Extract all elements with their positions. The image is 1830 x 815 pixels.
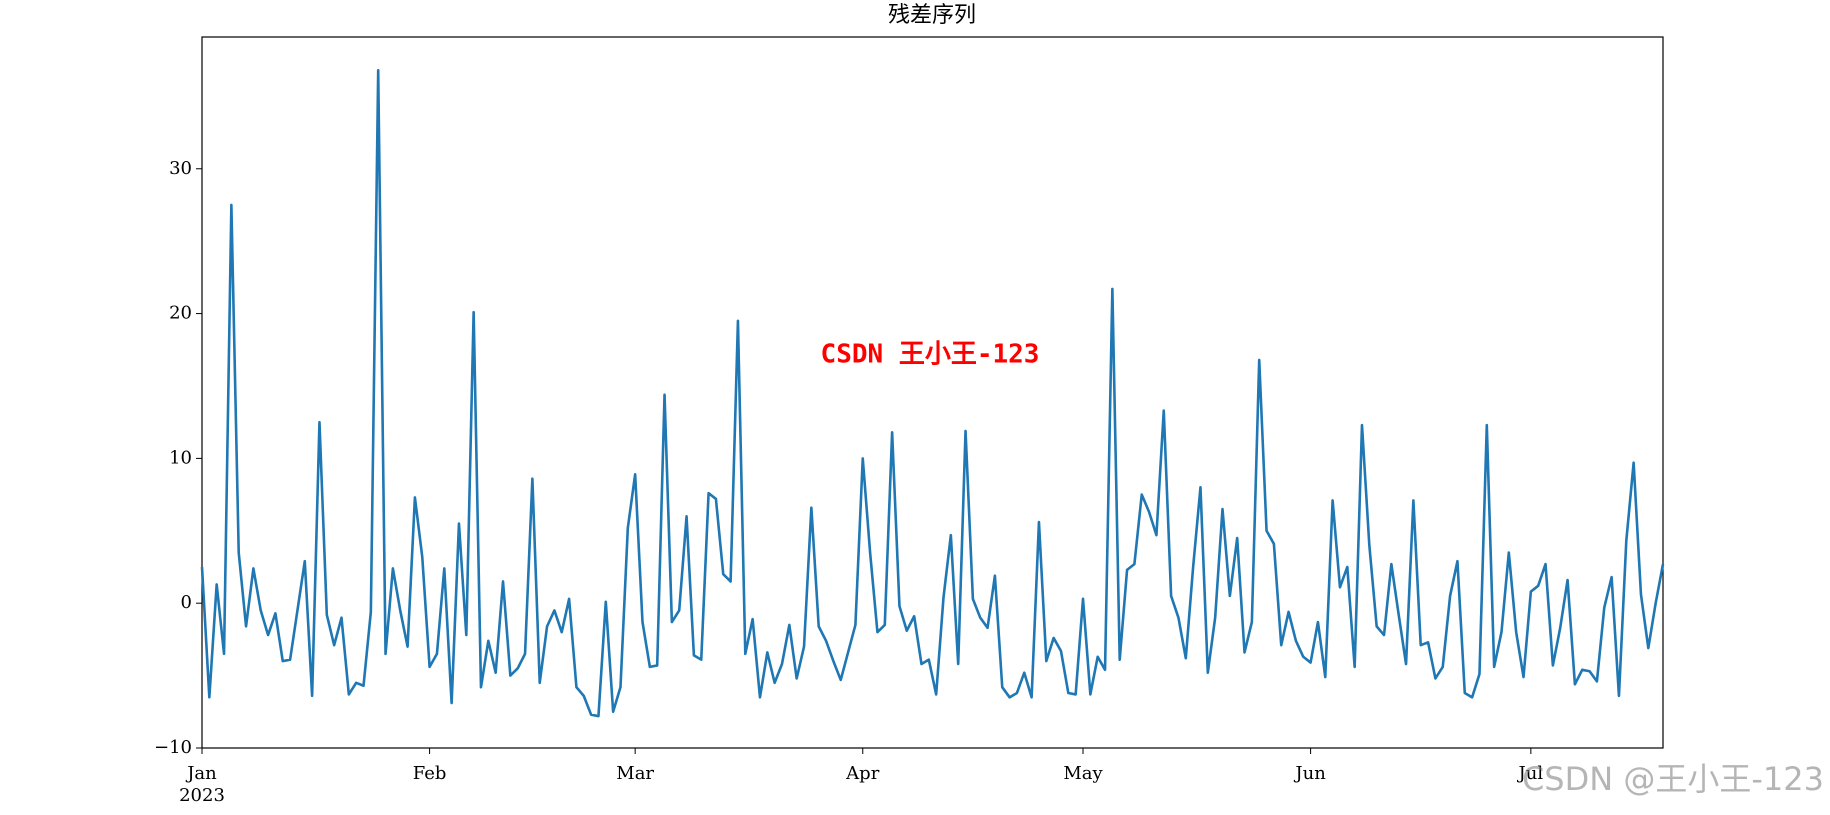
x-tick-label: Jun xyxy=(1293,763,1326,784)
axes-frame xyxy=(201,36,1664,749)
annotation: CSDN 王小王-123 xyxy=(821,340,1040,370)
y-tick-label: −10 xyxy=(154,737,192,758)
y-tick-label: 10 xyxy=(169,447,192,468)
watermark: CSDN @王小王-123 xyxy=(1522,760,1824,798)
y-tick-label: 20 xyxy=(169,303,192,324)
y-tick-label: 0 xyxy=(181,592,192,613)
x-year-label: 2023 xyxy=(179,785,225,806)
y-tick-label: 30 xyxy=(169,158,192,179)
x-tick-label: Mar xyxy=(616,763,654,784)
data-line xyxy=(200,69,1665,718)
x-tick-label: May xyxy=(1063,763,1103,784)
x-tick-label: Jul xyxy=(1517,763,1544,784)
chart-title: 残差序列 xyxy=(888,3,976,28)
x-tick-label: Jan xyxy=(185,763,217,784)
x-tick-label: Feb xyxy=(413,763,447,784)
x-tick-label: Apr xyxy=(845,763,880,784)
